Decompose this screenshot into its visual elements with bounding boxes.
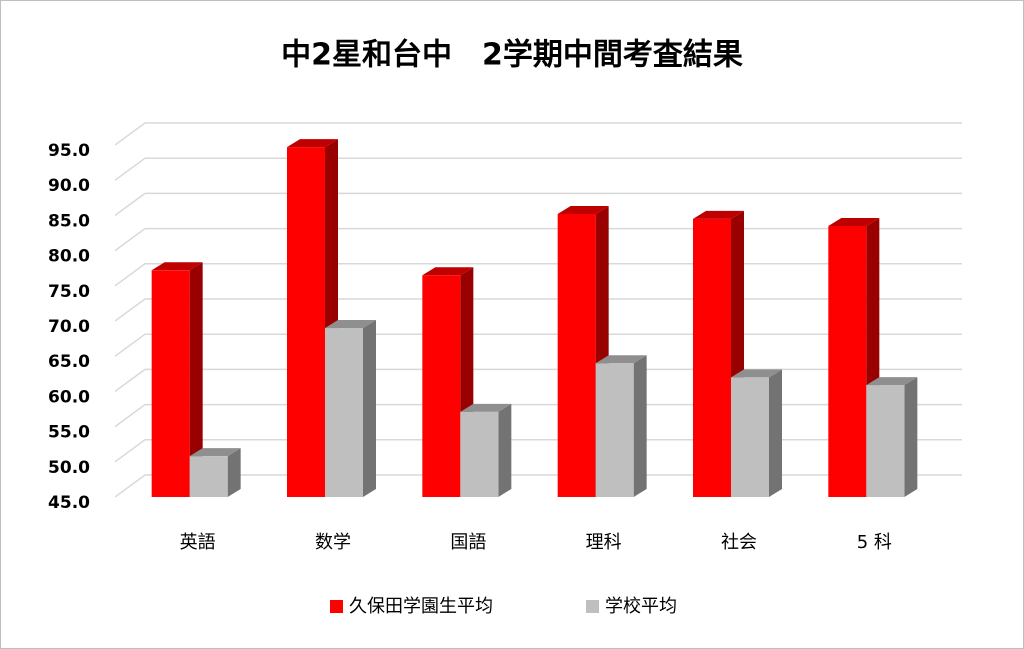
x-tick-label: 国語 bbox=[450, 532, 486, 553]
x-tick-label: 5 科 bbox=[857, 532, 892, 553]
y-tick-label: 75.0 bbox=[48, 282, 90, 302]
grid-line bbox=[114, 333, 962, 357]
y-tick-label: 50.0 bbox=[48, 458, 90, 478]
bar-top bbox=[287, 139, 338, 148]
bar-side bbox=[904, 377, 918, 497]
bar-top bbox=[731, 369, 782, 378]
grid-line bbox=[114, 122, 962, 146]
bar bbox=[595, 363, 634, 497]
bar-side bbox=[769, 369, 782, 497]
y-tick-label: 95.0 bbox=[48, 141, 90, 161]
grid-line bbox=[114, 298, 962, 322]
bar bbox=[557, 213, 596, 497]
bar-top bbox=[693, 210, 744, 219]
bar-side bbox=[189, 262, 203, 497]
grid-line bbox=[114, 263, 962, 287]
grid-line bbox=[114, 403, 962, 428]
bar bbox=[422, 275, 461, 497]
bar-top bbox=[866, 377, 918, 386]
legend-swatch bbox=[330, 600, 343, 613]
bar-side bbox=[363, 320, 376, 497]
y-tick-label: 70.0 bbox=[48, 317, 90, 337]
bar-top bbox=[189, 448, 241, 457]
grid-line bbox=[114, 157, 962, 181]
x-tick-label: 理科 bbox=[586, 532, 622, 553]
grid-line bbox=[114, 439, 962, 463]
bar bbox=[287, 147, 325, 497]
grid-line bbox=[114, 474, 962, 498]
bar-top bbox=[828, 217, 880, 226]
grid-line bbox=[114, 368, 962, 393]
bar-top bbox=[422, 267, 474, 276]
legend-swatch bbox=[586, 600, 599, 613]
bar-side bbox=[633, 355, 647, 497]
y-tick-label: 90.0 bbox=[48, 176, 90, 196]
y-tick-label: 60.0 bbox=[48, 387, 90, 407]
x-tick-label: 社会 bbox=[721, 532, 757, 553]
bar bbox=[828, 225, 867, 497]
x-tick-label: 数学 bbox=[315, 532, 351, 553]
y-tick-label: 55.0 bbox=[48, 423, 90, 443]
bar-top bbox=[460, 403, 512, 412]
bar-side bbox=[498, 403, 512, 497]
bar-top bbox=[151, 262, 203, 271]
chart-title: 中2星和台中 2学期中間考査結果 bbox=[281, 38, 743, 73]
bar-top bbox=[325, 320, 376, 329]
bar-side bbox=[227, 448, 241, 497]
bar bbox=[151, 270, 190, 497]
legend-label: 学校平均 bbox=[605, 596, 677, 617]
y-tick-label: 85.0 bbox=[48, 211, 90, 231]
legend-label: 久保田学園生平均 bbox=[349, 596, 493, 617]
y-tick-label: 80.0 bbox=[48, 247, 90, 267]
bar bbox=[189, 456, 228, 497]
bar bbox=[460, 411, 499, 497]
bar bbox=[731, 377, 769, 497]
bar bbox=[866, 385, 905, 497]
grid-line bbox=[114, 227, 962, 252]
bar-top bbox=[595, 355, 647, 364]
bar bbox=[693, 218, 731, 498]
bar bbox=[325, 328, 363, 497]
y-tick-label: 45.0 bbox=[48, 493, 90, 513]
y-tick-label: 65.0 bbox=[48, 352, 90, 372]
x-tick-label: 英語 bbox=[180, 532, 216, 553]
bar-top bbox=[557, 205, 609, 214]
grid-line bbox=[114, 192, 962, 217]
